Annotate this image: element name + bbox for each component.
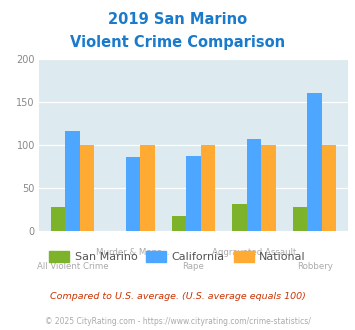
Bar [80,145,94,231]
Bar [247,139,261,231]
Bar [293,207,307,231]
Bar [232,204,247,231]
Bar [140,145,155,231]
Text: Murder & Mans...: Murder & Mans... [96,248,170,257]
Text: Compared to U.S. average. (U.S. average equals 100): Compared to U.S. average. (U.S. average … [50,292,305,301]
Text: Robbery: Robbery [297,262,333,271]
Legend: San Marino, California, National: San Marino, California, National [45,247,310,267]
Bar [201,145,215,231]
Bar [322,145,337,231]
Bar [65,131,80,231]
Bar [186,156,201,231]
Text: Aggravated Assault: Aggravated Assault [212,248,296,257]
Text: All Violent Crime: All Violent Crime [37,262,108,271]
Bar [307,93,322,231]
Text: Rape: Rape [182,262,204,271]
Bar [261,145,276,231]
Bar [172,215,186,231]
Text: 2019 San Marino: 2019 San Marino [108,12,247,26]
Bar [126,157,140,231]
Text: Violent Crime Comparison: Violent Crime Comparison [70,35,285,50]
Bar [50,207,65,231]
Text: © 2025 CityRating.com - https://www.cityrating.com/crime-statistics/: © 2025 CityRating.com - https://www.city… [45,317,310,326]
